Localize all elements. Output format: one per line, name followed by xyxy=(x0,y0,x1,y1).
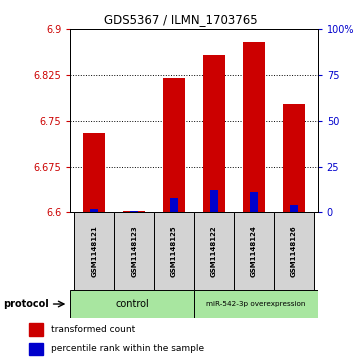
Text: GSM1148122: GSM1148122 xyxy=(211,225,217,277)
Bar xyxy=(29,323,43,336)
Bar xyxy=(74,212,114,290)
Text: control: control xyxy=(116,299,149,309)
Text: GDS5367 / ILMN_1703765: GDS5367 / ILMN_1703765 xyxy=(104,13,257,26)
Bar xyxy=(123,211,145,212)
Bar xyxy=(194,212,234,290)
Bar xyxy=(70,290,194,318)
Bar xyxy=(243,42,265,212)
Bar xyxy=(29,343,43,355)
Bar xyxy=(163,78,185,212)
Bar xyxy=(90,209,98,212)
Text: GSM1148123: GSM1148123 xyxy=(131,225,137,277)
Bar xyxy=(154,212,194,290)
Bar xyxy=(250,192,258,212)
Text: GSM1148126: GSM1148126 xyxy=(291,225,297,277)
Text: GSM1148121: GSM1148121 xyxy=(91,225,97,277)
Bar xyxy=(83,133,105,212)
Text: GSM1148125: GSM1148125 xyxy=(171,225,177,277)
Bar xyxy=(274,212,314,290)
Text: GSM1148124: GSM1148124 xyxy=(251,225,257,277)
Bar xyxy=(194,290,318,318)
Bar xyxy=(114,212,154,290)
Bar xyxy=(170,198,178,212)
Bar xyxy=(203,55,225,212)
Bar xyxy=(130,211,138,212)
Bar xyxy=(283,103,305,212)
Text: percentile rank within the sample: percentile rank within the sample xyxy=(51,344,204,354)
Text: protocol: protocol xyxy=(4,299,49,309)
Bar xyxy=(234,212,274,290)
Text: miR-542-3p overexpression: miR-542-3p overexpression xyxy=(206,301,305,307)
Bar xyxy=(290,205,298,212)
Bar xyxy=(210,190,218,212)
Text: transformed count: transformed count xyxy=(51,325,135,334)
